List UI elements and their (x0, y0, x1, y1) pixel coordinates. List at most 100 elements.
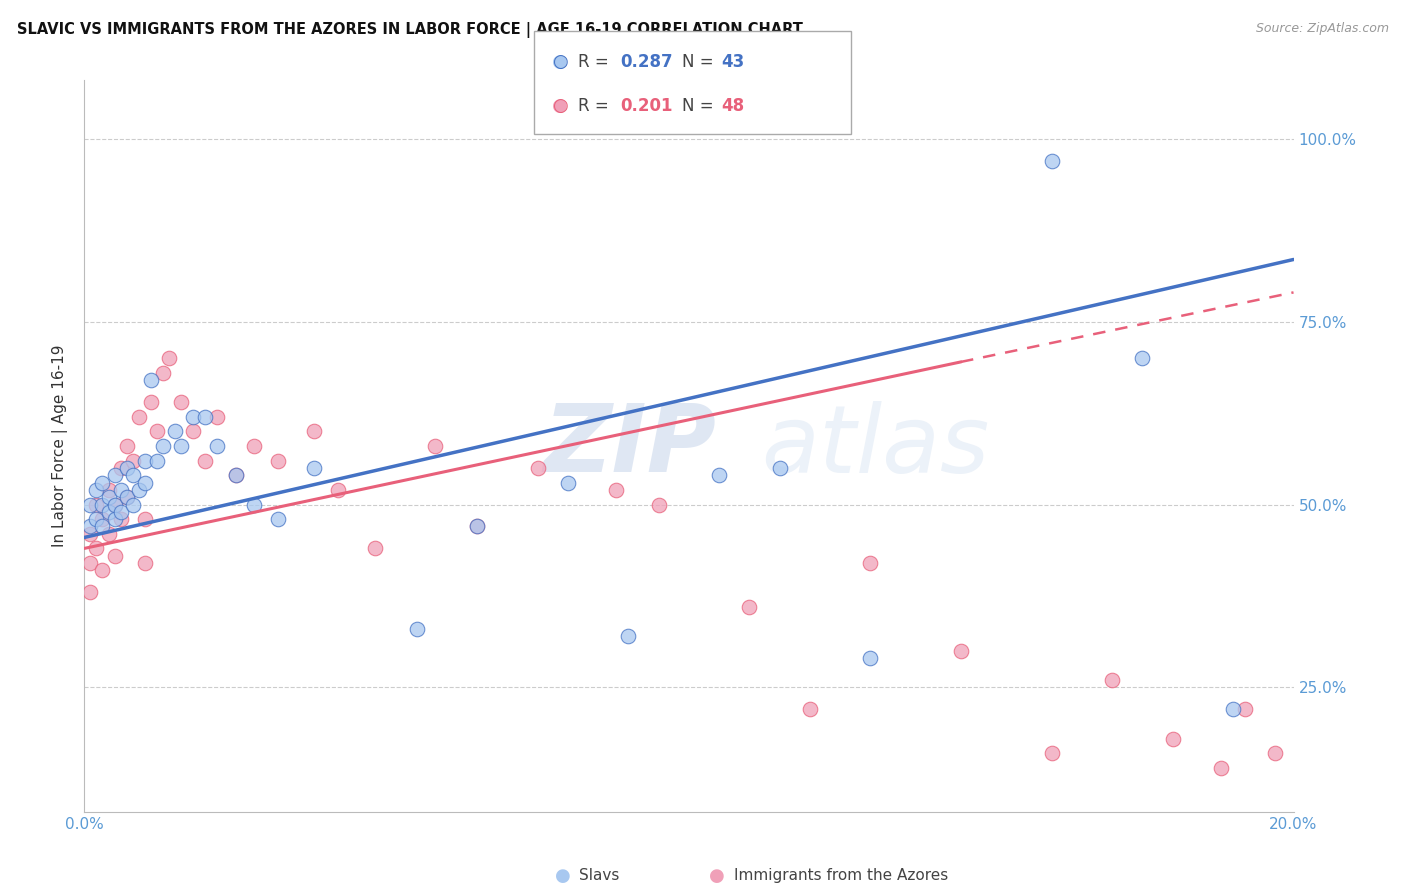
Point (859, 651, 882, 665)
Text: N =: N = (682, 53, 718, 70)
Point (97, 483, 120, 497)
Text: N =: N = (682, 97, 718, 115)
Point (146, 425, 169, 439)
Text: atlas: atlas (762, 401, 990, 491)
Point (104, 512, 127, 526)
Point (225, 468, 247, 483)
Point (467, 519, 489, 533)
Text: ○: ○ (551, 97, 568, 115)
Point (128, 409, 150, 424)
Text: R =: R = (578, 53, 614, 70)
Point (139, 373, 162, 387)
Point (242, 439, 264, 453)
Point (709, 468, 731, 483)
Text: Slavs: Slavs (579, 869, 620, 883)
Point (110, 461, 132, 475)
Point (152, 439, 174, 453)
Point (86, 512, 108, 526)
Point (605, 483, 627, 497)
Point (86, 483, 108, 497)
Point (97, 490, 120, 504)
Point (527, 461, 550, 475)
Point (1264, 746, 1286, 760)
Point (115, 490, 138, 504)
Point (91, 519, 114, 533)
Text: Immigrants from the Azores: Immigrants from the Azores (734, 869, 948, 883)
Point (363, 541, 385, 556)
Point (91, 475, 114, 490)
Point (104, 549, 127, 563)
Point (1101, 673, 1123, 687)
Point (104, 468, 127, 483)
Point (79, 585, 101, 599)
Point (1234, 702, 1257, 716)
Point (242, 498, 264, 512)
Y-axis label: In Labor Force | Age 16-19: In Labor Force | Age 16-19 (52, 344, 69, 548)
Point (769, 461, 792, 475)
Point (406, 622, 429, 636)
Point (207, 439, 229, 453)
Point (799, 702, 821, 716)
Point (194, 453, 217, 467)
Text: ●: ● (709, 867, 725, 885)
Point (121, 468, 143, 483)
Text: ●: ● (554, 867, 571, 885)
Point (104, 498, 127, 512)
Point (423, 439, 446, 453)
Point (467, 519, 489, 533)
Point (950, 644, 973, 658)
Point (328, 483, 350, 497)
Point (97, 526, 120, 541)
Point (110, 505, 132, 519)
Point (1222, 702, 1244, 716)
Point (648, 498, 671, 512)
Point (134, 475, 156, 490)
Point (134, 512, 156, 526)
Point (181, 425, 204, 439)
Point (557, 475, 579, 490)
Point (181, 409, 204, 424)
Point (157, 351, 180, 366)
Text: Source: ZipAtlas.com: Source: ZipAtlas.com (1256, 22, 1389, 36)
Point (79, 498, 101, 512)
Point (128, 483, 150, 497)
Point (115, 439, 138, 453)
Text: ●: ● (551, 97, 568, 115)
Text: 0.201: 0.201 (620, 97, 672, 115)
Point (110, 512, 132, 526)
Point (302, 425, 325, 439)
Text: 48: 48 (721, 97, 744, 115)
Point (1130, 351, 1153, 366)
Point (170, 439, 193, 453)
Point (134, 556, 156, 570)
Point (79, 519, 101, 533)
Point (110, 483, 132, 497)
Point (165, 425, 187, 439)
Point (738, 599, 761, 614)
Point (134, 453, 156, 467)
Text: ZIP: ZIP (544, 400, 717, 492)
Point (1040, 746, 1063, 760)
Point (79, 556, 101, 570)
Point (91, 512, 114, 526)
Text: 43: 43 (721, 53, 745, 70)
Point (225, 468, 247, 483)
Point (267, 512, 290, 526)
Point (617, 629, 640, 643)
Point (1209, 761, 1232, 775)
Point (104, 498, 127, 512)
Point (267, 453, 290, 467)
Point (121, 498, 143, 512)
Point (86, 498, 108, 512)
Point (170, 395, 193, 409)
Point (859, 556, 882, 570)
Text: 0.287: 0.287 (620, 53, 672, 70)
Point (194, 409, 217, 424)
Point (146, 453, 169, 467)
Point (1040, 153, 1063, 168)
Text: R =: R = (578, 97, 614, 115)
Point (97, 505, 120, 519)
Point (91, 498, 114, 512)
Point (1161, 731, 1184, 746)
Text: ●: ● (551, 53, 568, 70)
